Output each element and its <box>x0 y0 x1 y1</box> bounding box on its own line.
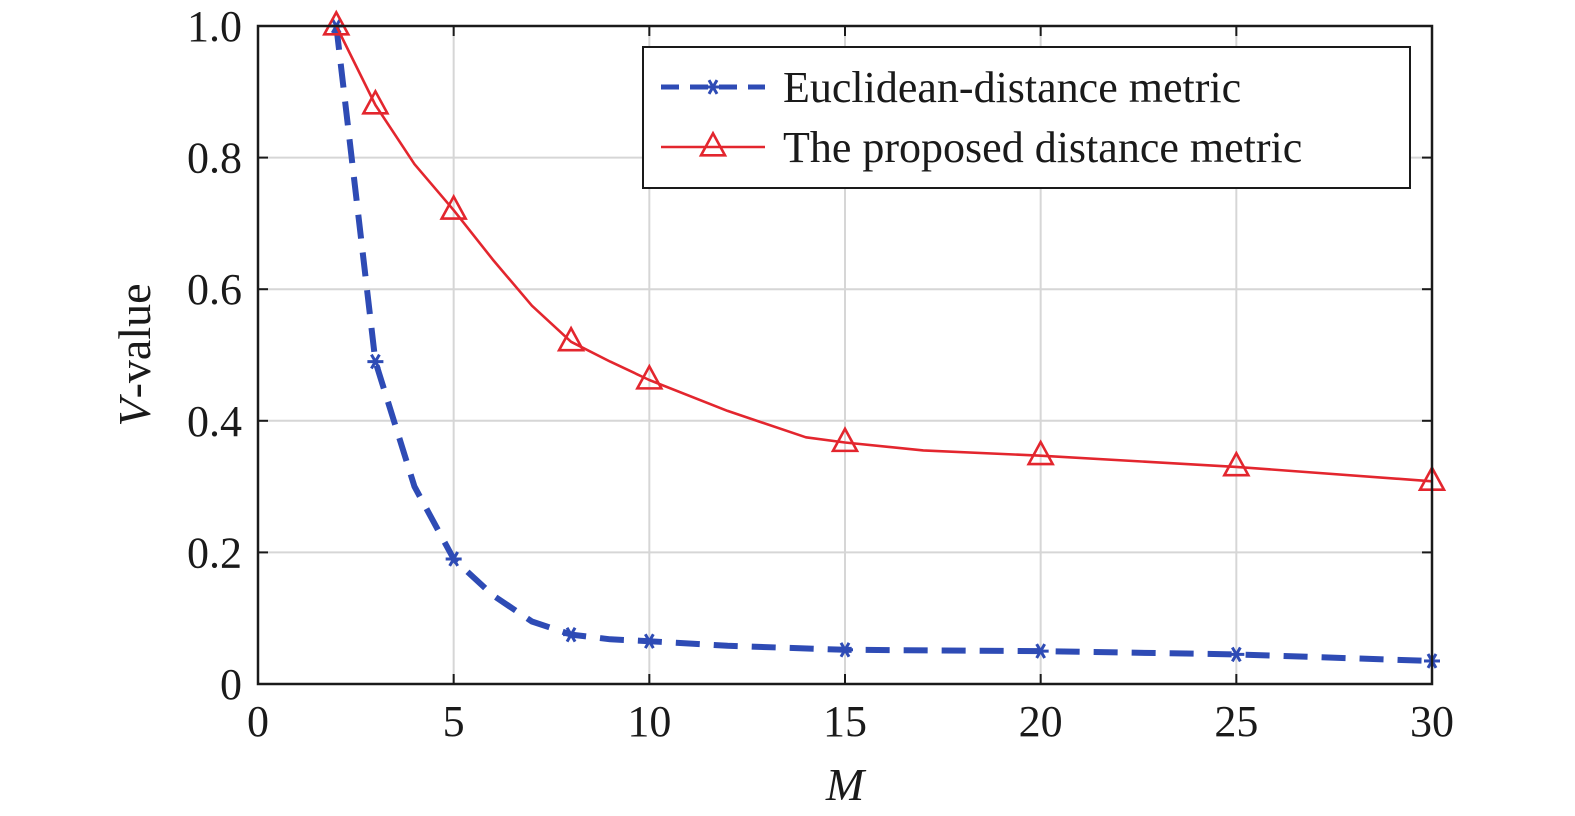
series-1-marker-4 <box>635 363 664 390</box>
series-1-marker-0 <box>322 9 351 36</box>
x-tick-label-0: 0 <box>247 697 269 746</box>
tick-labels: 0 5 10 15 20 25 30 0 0.2 0.4 0.6 0.8 1.0 <box>187 2 1454 746</box>
y-tick-label-4: 0.8 <box>187 134 242 183</box>
series-0-marker-3 <box>563 626 580 643</box>
legend-marker-0 <box>705 79 721 95</box>
legend-label-proposed: The proposed distance metric <box>783 123 1302 172</box>
ticks <box>257 25 1433 685</box>
legend-marker-1 <box>698 130 728 157</box>
x-tick-label-6: 30 <box>1410 697 1454 746</box>
y-tick-label-5: 1.0 <box>187 2 242 51</box>
series-1-marker-3 <box>556 325 586 352</box>
y-axis-title-suffix: -value <box>109 283 160 398</box>
series-line-1 <box>335 25 1433 483</box>
series-1-marker-7 <box>1222 450 1251 477</box>
series-0-marker-7 <box>1228 646 1245 663</box>
y-tick-label-3: 0.6 <box>187 265 242 314</box>
legend-sample-proposed <box>661 130 765 157</box>
series-0-marker-5 <box>837 642 853 658</box>
y-axis-title: V-value <box>109 283 160 426</box>
x-tick-label-5: 25 <box>1214 697 1258 746</box>
y-tick-label-1: 0.2 <box>187 528 242 577</box>
legend: Euclidean-distance metric The proposed d… <box>642 46 1411 189</box>
series-1-marker-2 <box>439 193 468 220</box>
x-axis-title: M <box>825 759 867 810</box>
legend-sample-euclidean <box>661 79 765 95</box>
legend-item-euclidean: Euclidean-distance metric <box>661 63 1241 112</box>
series-0-marker-4 <box>641 633 658 649</box>
series-0-marker-1 <box>367 353 384 370</box>
series-1-marker-1 <box>361 88 390 115</box>
y-tick-label-2: 0.4 <box>187 397 242 446</box>
series-0-marker-2 <box>445 551 462 567</box>
y-axis-title-variable: V <box>109 394 160 427</box>
legend-box <box>642 46 1411 189</box>
svg-text:V-value: V-value <box>109 283 160 426</box>
y-tick-label-0: 0 <box>220 660 242 709</box>
series-0-marker-6 <box>1032 643 1049 659</box>
legend-item-proposed: The proposed distance metric <box>661 123 1302 172</box>
legend-label-euclidean: Euclidean-distance metric <box>783 63 1241 112</box>
x-tick-label-2: 10 <box>627 697 671 746</box>
series-1-marker-5 <box>830 426 860 453</box>
x-tick-label-4: 20 <box>1019 697 1063 746</box>
x-tick-label-3: 15 <box>823 697 867 746</box>
x-tick-label-1: 5 <box>443 697 465 746</box>
series-1-marker-6 <box>1026 439 1055 466</box>
